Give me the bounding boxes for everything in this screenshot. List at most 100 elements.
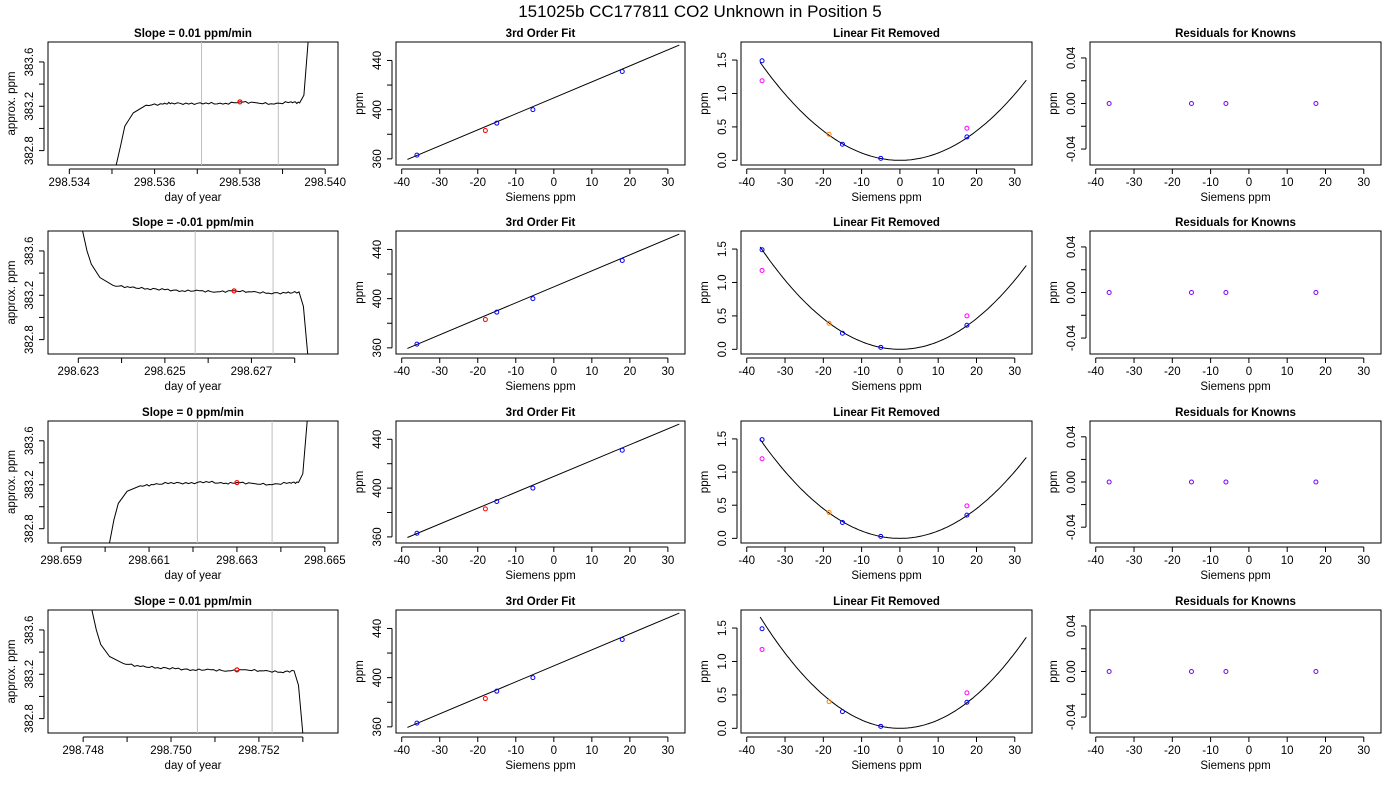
x-tick-label: -40 [738,177,755,189]
y-tick-label: 0.5 [717,308,729,324]
x-tick-label: -40 [738,745,755,757]
x-tick-label: -40 [738,366,755,378]
data-point [1188,669,1194,674]
panel-title: 3rd Order Fit [506,217,576,229]
data-point [964,699,970,705]
y-tick-label: 0.5 [717,687,729,703]
data-point [1313,101,1319,106]
x-tick-label: -40 [1087,177,1104,189]
x-tick-label: 20 [970,366,983,378]
x-tick-label: 0 [897,177,903,189]
x-tick-label: -30 [1126,745,1143,757]
data-point [482,128,488,134]
y-tick-label: 0.5 [717,119,729,135]
data-point [878,155,884,161]
data-point [1313,290,1319,295]
plot-area [1106,669,1319,674]
x-tick-label: 30 [661,366,674,378]
mean-marker [237,99,243,105]
data-point [1188,290,1194,295]
x-tick-label: 10 [1281,366,1294,378]
plot-frame [395,420,686,544]
data-point [482,506,488,512]
panel: Slope = 0 ppm/min 298.659 298.661 298.663 29… [6,407,346,582]
y-tick-label: 400 [372,668,384,687]
data-point [826,320,832,326]
plot-area [1106,290,1319,295]
data-point [482,696,488,702]
y-tick-label: 382.8 [24,704,36,733]
x-tick-label: 298.663 [216,555,258,567]
x-tick-label: -10 [1202,555,1219,567]
plot-frame [740,41,1033,166]
data-point [878,533,884,539]
x-tick-label: -40 [1087,555,1104,567]
y-tick-label: 383.6 [24,426,36,455]
data-point [964,512,970,518]
data-point [759,78,765,84]
y-tick-label: 1.0 [717,653,729,669]
x-tick-label: -30 [431,177,448,189]
plot-area [407,44,680,160]
y-tick-label: 0.04 [1066,46,1078,69]
x-tick-label: 30 [661,745,674,757]
y-axis-label: ppm [1048,660,1060,682]
plot-area [407,423,680,538]
plot-frame [1089,41,1382,166]
y-tick-label: 440 [372,51,384,70]
panel: Linear Fit Removed -40 -30 -20 -10 0 10 20 30 Sie… [699,596,1033,772]
x-axis-label: day of year [165,760,222,772]
y-axis-label: ppm [1048,281,1060,303]
y-axis-label: approx. ppm [6,261,18,325]
data-point [1106,101,1112,106]
x-tick-label: -20 [469,745,486,757]
x-axis-label: Siemens ppm [1200,570,1270,582]
y-axis-label: ppm [1048,471,1060,493]
x-tick-label: 10 [585,555,598,567]
x-tick-label: 298.665 [304,555,346,567]
mean-marker [234,479,240,486]
panel-title: Slope = 0 ppm/min [142,407,244,419]
y-tick-label: 0.04 [1066,425,1078,448]
x-tick-label: 20 [970,555,983,567]
data-point [1106,290,1112,295]
data-point [1223,479,1229,485]
figure-title: 151025b CC177811 CO2 Unknown in Position… [518,2,882,21]
x-tick-label: 20 [623,745,636,757]
y-axis-label: approx. ppm [6,640,18,704]
x-tick-label: 298.623 [58,366,100,378]
x-tick-label: 30 [1008,366,1021,378]
plot-frame [47,609,339,734]
series-line [82,231,309,354]
x-tick-label: 30 [1008,555,1021,567]
y-tick-label: 0.00 [1066,281,1078,303]
x-tick-label: 10 [932,366,945,378]
panel: Linear Fit Removed -40 -30 -20 -10 0 10 20 30 Sie… [699,217,1033,393]
x-tick-label: -20 [815,177,832,189]
x-tick-label: -10 [853,555,870,567]
panel-title: Residuals for Knowns [1175,217,1296,229]
x-tick-label: -40 [393,177,410,189]
data-point [878,344,884,350]
x-tick-label: 10 [1281,555,1294,567]
data-point [839,709,845,715]
x-tick-label: 0 [551,745,557,757]
plot-frame [395,230,686,355]
y-tick-label: 0.00 [1066,660,1078,682]
x-tick-label: -30 [1126,177,1143,189]
x-tick-label: -20 [815,366,832,378]
x-tick-label: -40 [393,555,410,567]
panel-title: Slope = -0.01 ppm/min [132,217,254,229]
x-tick-label: -30 [777,745,794,757]
y-tick-label: 400 [372,479,384,498]
data-point [839,141,845,147]
plot-area [759,616,1027,729]
x-tick-label: -20 [1164,555,1181,567]
panel-title: 3rd Order Fit [506,596,576,608]
y-tick-label: -0.04 [1066,135,1078,162]
data-point [530,675,536,681]
x-axis-label: Siemens ppm [505,192,575,204]
plot-frame [1089,420,1382,544]
x-axis-label: day of year [165,570,222,582]
